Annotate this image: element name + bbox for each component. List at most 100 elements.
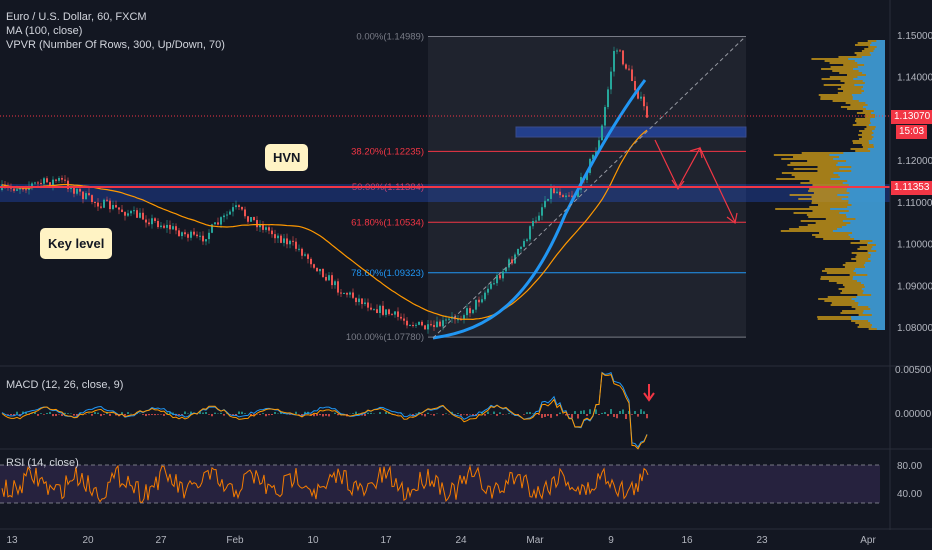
vpvr-bar-down <box>873 144 885 146</box>
macd-histogram-bar <box>595 409 597 414</box>
fib-level-label: 61.80%(1.10534) <box>351 217 424 228</box>
candle-body <box>166 224 168 228</box>
vpvr-bar-up <box>830 304 885 306</box>
candle-body <box>625 64 627 69</box>
candle-body <box>274 234 276 239</box>
candle-body <box>535 220 537 222</box>
key-level-callout[interactable]: Key level <box>40 228 113 259</box>
candle-body <box>412 325 414 327</box>
macd-histogram-bar <box>223 414 225 416</box>
candle-body <box>85 193 87 200</box>
macd-histogram-bar <box>175 414 177 416</box>
candle-body <box>247 216 249 222</box>
vpvr-bar-down <box>842 182 885 184</box>
vpvr-bar-down <box>871 42 885 44</box>
vpvr-bar-down <box>875 244 885 246</box>
candle-body <box>403 318 405 321</box>
candle-body <box>181 232 183 237</box>
candle-body <box>145 219 147 223</box>
candle-body <box>34 182 36 184</box>
fib-level-label: 38.20%(1.12235) <box>351 146 424 157</box>
macd-histogram-bar <box>274 411 276 414</box>
macd-histogram-bar <box>154 414 156 416</box>
vpvr-bar-down <box>864 64 885 66</box>
vpvr-bar-down <box>864 266 885 268</box>
candle-body <box>229 211 231 215</box>
macd-histogram-bar <box>370 412 372 414</box>
vpvr-bar-up <box>818 298 885 300</box>
vpvr-bar-down <box>837 228 885 230</box>
vpvr-bar-down <box>839 212 885 214</box>
rsi-axis-label: 80.00 <box>897 461 922 472</box>
macd-histogram-bar <box>412 414 414 417</box>
vpvr-bar-down <box>833 172 885 174</box>
vpvr-bar-up <box>851 306 885 308</box>
macd-histogram-bar <box>49 411 51 414</box>
candle-body <box>265 227 267 230</box>
macd-histogram-bar <box>25 411 27 414</box>
macd-histogram-bar <box>499 412 501 414</box>
candle-body <box>577 189 579 197</box>
candle-body <box>388 309 390 315</box>
vpvr-bar-down <box>856 280 885 282</box>
macd-histogram-bar <box>571 414 573 419</box>
legend-rsi[interactable]: RSI (14, close) <box>6 457 79 469</box>
vpvr-bar-down <box>870 112 885 114</box>
macd-histogram-bar <box>22 411 24 414</box>
macd-histogram-bar <box>451 411 453 414</box>
candle-body <box>316 267 318 272</box>
legend-symbol[interactable]: Euro / U.S. Dollar, 60, FXCM <box>6 11 147 23</box>
macd-histogram-bar <box>622 409 624 414</box>
vpvr-bar-down <box>862 106 885 108</box>
time-axis-label: 24 <box>455 535 467 546</box>
hvn-callout[interactable]: HVN <box>265 144 309 171</box>
candle-body <box>487 288 489 293</box>
candle-body <box>220 217 222 225</box>
key-level-tag: 1.11353 <box>891 181 932 195</box>
candle-body <box>115 205 117 208</box>
macd-histogram-bar <box>253 414 255 416</box>
projection-arrow-2 <box>689 147 703 159</box>
macd-pane[interactable] <box>1 371 648 450</box>
macd-histogram-bar <box>604 412 606 414</box>
candle-body <box>46 178 48 183</box>
candle-body <box>325 276 327 281</box>
macd-histogram-bar <box>625 414 627 419</box>
vpvr-bar-down <box>838 174 885 176</box>
candle-body <box>550 188 552 199</box>
vpvr-bar-down <box>864 286 885 288</box>
candle-body <box>64 179 66 181</box>
vpvr-bar-down <box>861 88 885 90</box>
candle-body <box>475 299 477 310</box>
candle-body <box>127 213 129 216</box>
candle-body <box>613 50 615 72</box>
macd-histogram-bar <box>91 414 93 416</box>
candle-body <box>43 178 45 184</box>
vpvr-bar-down <box>867 274 885 276</box>
macd-histogram-bar <box>352 413 354 414</box>
candle-body <box>205 239 207 242</box>
legend-ma[interactable]: MA (100, close) <box>6 25 83 37</box>
legend-macd[interactable]: MACD (12, 26, close, 9) <box>6 379 124 391</box>
macd-histogram-bar <box>379 412 381 414</box>
macd-histogram-bar <box>628 410 630 414</box>
macd-histogram-bar <box>544 414 546 417</box>
macd-histogram-bar <box>601 412 603 414</box>
macd-histogram-bar <box>58 414 60 415</box>
macd-histogram-bar <box>385 412 387 414</box>
vpvr-bar-up <box>855 322 885 324</box>
candle-body <box>607 89 609 108</box>
candle-body <box>340 292 342 294</box>
hvn-zone <box>0 184 890 202</box>
vpvr-bar-down <box>871 138 885 140</box>
vpvr-bar-down <box>848 196 885 198</box>
candle-body <box>586 172 588 180</box>
time-axis-label: 16 <box>681 535 693 546</box>
legend-vpvr[interactable]: VPVR (Number Of Rows, 300, Up/Down, 70) <box>6 39 225 51</box>
vpvr-bar-down <box>868 124 885 126</box>
macd-histogram-bar <box>421 414 423 416</box>
candle-body <box>379 305 381 313</box>
candle-body <box>442 320 444 327</box>
macd-histogram-bar <box>607 414 609 417</box>
